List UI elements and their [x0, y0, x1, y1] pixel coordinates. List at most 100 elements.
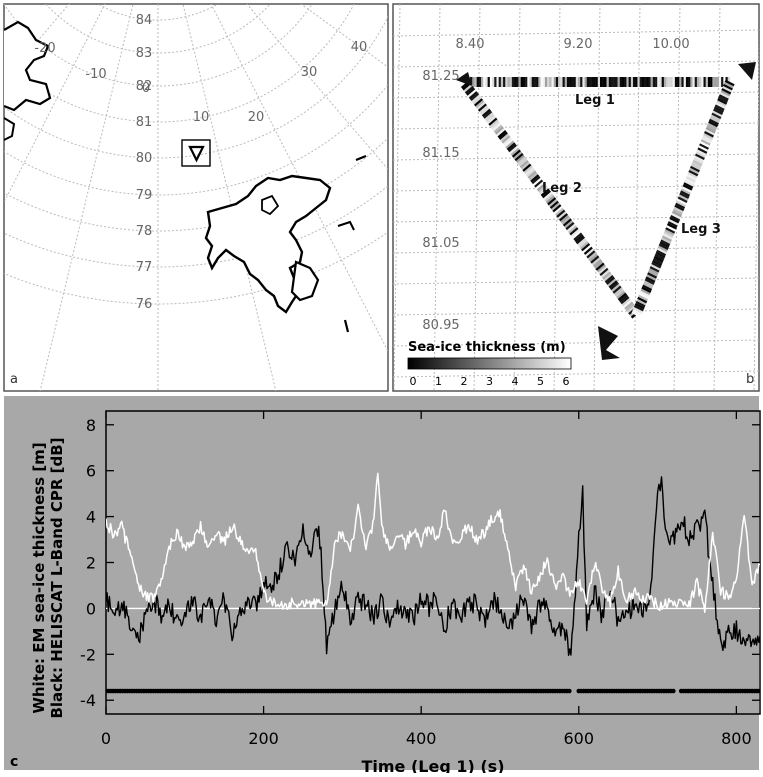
track-segment [527, 170, 537, 179]
track-segment [647, 270, 658, 277]
track-segment [477, 103, 488, 112]
timeseries-axes: 0 200 400 600 800 -4 -2 0 2 4 6 8 [80, 411, 760, 748]
track-segment [555, 207, 565, 217]
leg-3-label: Leg 3 [681, 222, 721, 237]
colorbar-tick-labels: 0 1 2 3 4 5 6 [410, 375, 570, 388]
track-segment [702, 135, 713, 142]
panel-a-label: a [10, 372, 18, 387]
track-segment [715, 102, 726, 109]
latitude-label: 76 [136, 297, 153, 312]
track-grid-meridian [553, 4, 561, 391]
track-segment [609, 282, 620, 291]
track-segment [467, 89, 477, 98]
track-segment [560, 214, 570, 224]
track-segment [645, 276, 656, 283]
track-segment [654, 253, 665, 261]
track-segment [717, 98, 728, 105]
track-segment [498, 131, 508, 141]
track-segment [539, 186, 549, 195]
track-grid-parallel [393, 184, 759, 192]
colorbar-title: Sea-ice thickness (m) [408, 340, 566, 355]
track-segment [695, 151, 706, 158]
track-segment [615, 289, 625, 298]
track-segment [675, 200, 686, 208]
track-segment [590, 255, 600, 264]
track-latitude-label: 80.95 [422, 318, 459, 333]
longitude-label: 0 [142, 81, 150, 96]
kong-karls-land [337, 220, 355, 231]
track-segment [544, 193, 554, 202]
track-segment [479, 105, 489, 114]
track-latitude-label: 81.15 [422, 146, 459, 161]
track-segment [566, 223, 576, 232]
track-segment [517, 156, 527, 165]
track-segment [500, 133, 510, 142]
greenland-coastline [4, 20, 52, 112]
track-segment [682, 184, 693, 191]
track-map-panel: Leg 1 Leg 2 Leg 3 8.40 9.20 10.00 81.25 81.1… [392, 3, 760, 392]
track-segment [640, 288, 651, 296]
track-grid-parallel [393, 277, 759, 285]
track-corner-cap [598, 326, 620, 360]
track-segment [599, 267, 609, 277]
track-segment [561, 216, 571, 225]
track-segment [658, 243, 669, 251]
longitude-label: 10 [193, 110, 210, 125]
track-segment [547, 197, 557, 206]
track-segment [716, 100, 727, 107]
track-segment [642, 284, 653, 291]
latitude-label: 84 [136, 13, 153, 28]
track-segment [506, 142, 516, 151]
colorbar-tick-label: 4 [512, 375, 519, 388]
track-longitude-label: 10.00 [652, 37, 689, 52]
y-tick-label: 4 [86, 508, 96, 527]
leg-1-label: Leg 1 [575, 93, 615, 108]
track-grid-meridian [753, 36, 759, 391]
track-segment [635, 300, 646, 308]
track-segment [519, 160, 529, 169]
track-segment [644, 278, 655, 285]
track-segment [684, 180, 695, 187]
track-segment [608, 280, 618, 289]
longitude-line [210, 4, 388, 353]
track-segment [596, 264, 606, 273]
track-grid-meridian [593, 4, 601, 391]
longitude-label: 30 [301, 65, 318, 80]
track-segment [575, 236, 586, 245]
track-segment [585, 248, 595, 257]
track-segment [513, 151, 523, 160]
track-longitude-label: 8.40 [456, 37, 485, 52]
track-segment [638, 294, 649, 302]
track-segment [494, 126, 505, 135]
track-segment [557, 211, 567, 220]
edgeoya-island [290, 260, 320, 302]
timeseries-y-axis-label-white: White: EM sea-ice thickness [m] [30, 442, 48, 713]
colorbar-tick-label: 3 [486, 375, 493, 388]
latitude-label: 81 [136, 115, 153, 130]
track-segment [663, 231, 674, 238]
track-segment [641, 286, 652, 294]
track-segment [652, 259, 663, 267]
track-segment [504, 138, 514, 148]
hopen-island [343, 319, 350, 333]
track-segment [524, 167, 535, 176]
track-segment [668, 218, 679, 226]
track-segment [538, 184, 548, 194]
colorbar-tick-label: 2 [461, 375, 468, 388]
longitude-label: 20 [248, 110, 265, 125]
track-segment [631, 311, 642, 318]
track-segment [483, 110, 493, 119]
y-tick-label: 0 [86, 599, 96, 618]
track-segment [617, 292, 627, 301]
track-segment [534, 179, 544, 188]
track-segment [693, 157, 704, 165]
track-segment [582, 244, 592, 254]
track-segment [636, 298, 647, 306]
track-segment [657, 245, 668, 253]
track-segment [573, 232, 583, 241]
track-segment [475, 99, 485, 109]
timeseries-background [4, 396, 759, 770]
track-grid-parallel [393, 246, 759, 254]
track-segment [611, 283, 621, 293]
